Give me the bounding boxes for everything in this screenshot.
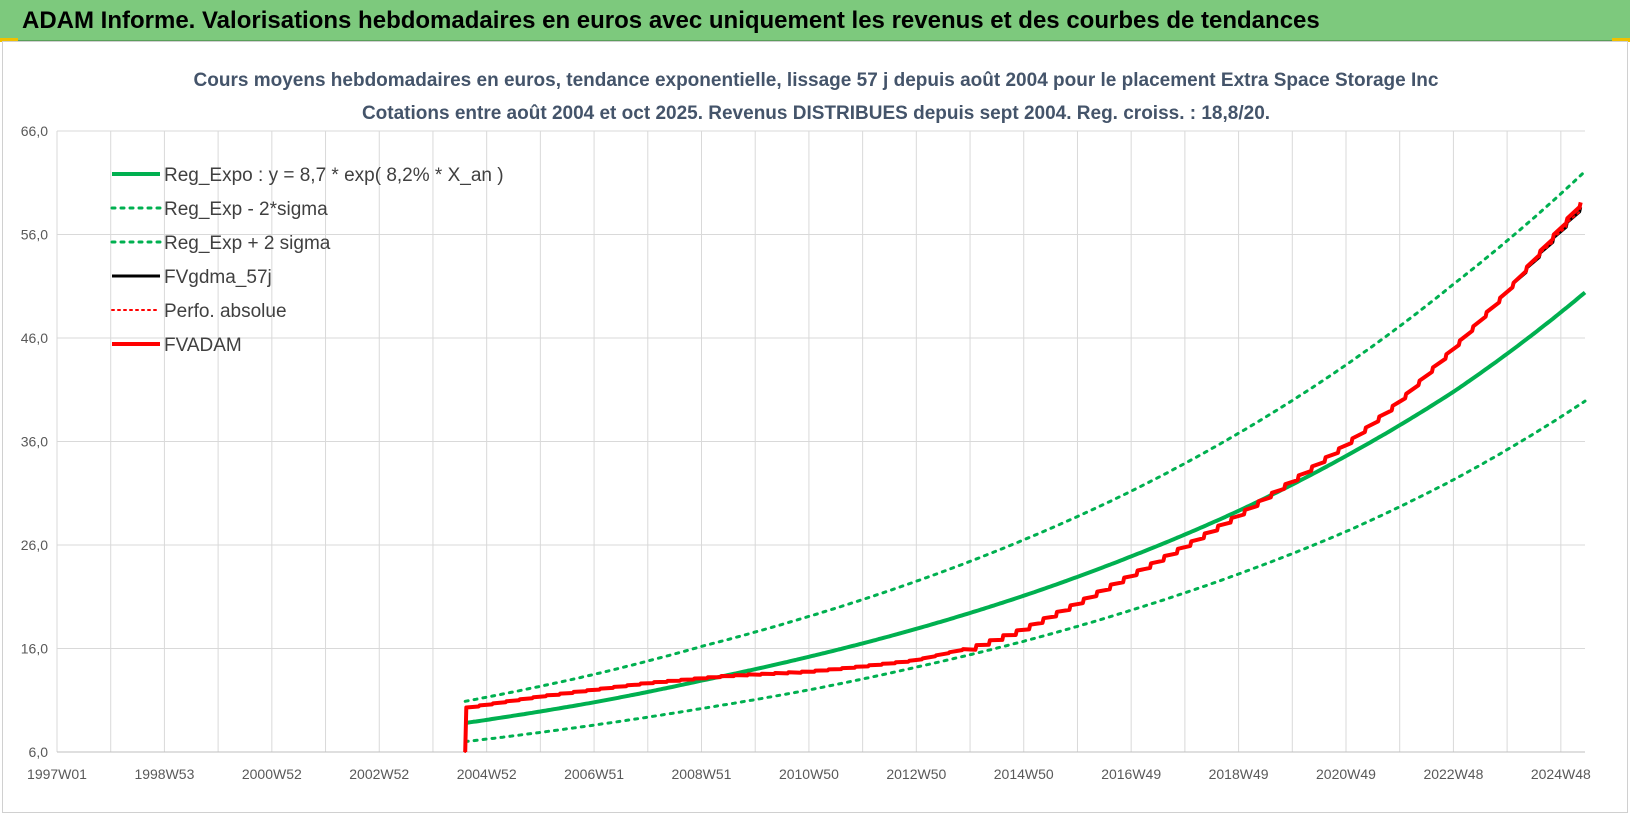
legend-label: Reg_Exp - 2*sigma — [164, 199, 328, 220]
chart-frame — [2, 41, 1628, 813]
y-tick-label: 56,0 — [21, 227, 48, 243]
x-tick-label: 2022W48 — [1423, 766, 1483, 782]
chart-title-line-1: Cours moyens hebdomadaires en euros, ten… — [194, 70, 1439, 91]
chart-title-line-2: Cotations entre août 2004 et oct 2025. R… — [362, 103, 1270, 124]
page-header: ADAM Informe. Valorisations hebdomadaire… — [0, 0, 1630, 41]
legend-label: Reg_Exp + 2 sigma — [164, 233, 331, 254]
legend-label: Reg_Expo : y = 8,7 * exp( 8,2% * X_an ) — [164, 165, 504, 186]
grid — [56, 130, 1585, 753]
y-tick-label: 6,0 — [29, 744, 49, 760]
x-tick-label: 2006W51 — [564, 766, 624, 782]
corner-mark-right — [1612, 38, 1630, 42]
plot-series — [463, 169, 1587, 753]
series-line-3 — [463, 206, 1583, 753]
x-tick-label: 2014W50 — [994, 766, 1054, 782]
legend: Reg_Expo : y = 8,7 * exp( 8,2% * X_an ) R… — [110, 165, 504, 356]
x-tick-label: 2024W48 — [1531, 766, 1591, 782]
x-tick-label: 2020W49 — [1316, 766, 1376, 782]
corner-mark-left — [0, 38, 18, 42]
y-tick-label: 26,0 — [21, 537, 48, 553]
y-tick-label: 46,0 — [21, 330, 48, 346]
legend-label: FVADAM — [164, 335, 242, 356]
page-title: ADAM Informe. Valorisations hebdomadaire… — [22, 7, 1320, 34]
series-line-1 — [463, 399, 1587, 744]
x-axis: 1997W01 1998W53 2000W52 2002W52 2004W52 2006W… — [27, 766, 1591, 782]
y-axis: 6,0 16,0 26,0 36,0 46,0 56,0 66,0 — [21, 123, 48, 760]
legend-label: FVgdma_57j — [164, 267, 272, 288]
x-tick-label: 2002W52 — [349, 766, 409, 782]
x-tick-label: 1998W53 — [134, 766, 194, 782]
y-tick-label: 16,0 — [21, 641, 48, 657]
x-tick-label: 2004W52 — [457, 766, 517, 782]
x-tick-label: 2000W52 — [242, 766, 302, 782]
x-tick-label: 2016W49 — [1101, 766, 1161, 782]
series-line-2 — [463, 169, 1587, 703]
series-line-4 — [464, 206, 1582, 753]
x-tick-label: 1997W01 — [27, 766, 87, 782]
x-tick-label: 2008W51 — [672, 766, 732, 782]
legend-label: Perfo. absolue — [164, 301, 287, 322]
series-line-0 — [464, 290, 1587, 725]
x-tick-label: 2010W50 — [779, 766, 839, 782]
y-tick-label: 36,0 — [21, 434, 48, 450]
y-tick-label: 66,0 — [21, 123, 48, 139]
x-tick-label: 2012W50 — [886, 766, 946, 782]
series-line-5 — [463, 201, 1583, 753]
x-tick-label: 2018W49 — [1209, 766, 1269, 782]
